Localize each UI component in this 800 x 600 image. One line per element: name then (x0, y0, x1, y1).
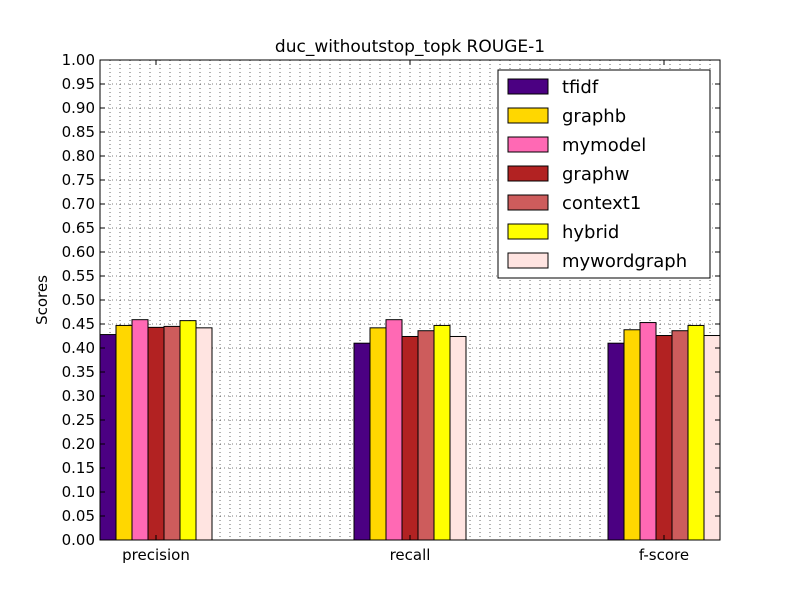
y-tick-label: 0.70 (62, 195, 95, 213)
y-tick-label: 0.10 (62, 483, 95, 501)
legend-swatch-tfidf (507, 78, 549, 95)
y-tick-label: 0.60 (62, 243, 95, 261)
y-axis-label: Scores (33, 275, 51, 325)
bar-graphw-recall (401, 335, 419, 541)
y-tick-label: 0.90 (62, 99, 95, 117)
bar-graphb-recall (369, 327, 387, 541)
bar-hybrid-f-score (687, 324, 705, 541)
bars (99, 319, 721, 541)
bar-graphb-precision (115, 324, 133, 541)
y-tick-label: 0.80 (62, 147, 95, 165)
legend-label-graphw: graphw (562, 164, 629, 185)
bar-context1-precision (163, 325, 181, 541)
ticks: 0.00 0.05 0.10 0.15 0.20 0.25 0.30 0.35 0.40 0.45… (62, 51, 720, 564)
bar-tfidf-f-score (607, 342, 625, 541)
chart-title: duc_withoutstop_topk ROUGE-1 (275, 37, 545, 57)
legend-swatch-hybrid (507, 223, 549, 240)
y-tick-label: 0.35 (62, 363, 95, 381)
bar-mymodel-precision (131, 319, 149, 541)
y-tick-label: 0.65 (62, 219, 95, 237)
y-tick-label: 1.00 (62, 51, 95, 69)
bar-mywordgraph-precision (195, 327, 213, 541)
bar-mywordgraph-recall (449, 335, 467, 541)
bar-tfidf-precision (99, 334, 117, 541)
bar-context1-f-score (671, 330, 689, 541)
legend: tfidf graphb mymodel graphw context1 hybrid my… (497, 69, 711, 279)
y-tick-label: 0.05 (62, 507, 95, 525)
y-tick-label: 0.95 (62, 75, 95, 93)
bar-graphw-precision (147, 326, 165, 541)
legend-label-context1: context1 (562, 193, 641, 214)
bar-graphb-f-score (623, 329, 641, 541)
legend-label-mymodel: mymodel (562, 135, 646, 156)
bar-mymodel-f-score (639, 322, 657, 541)
legend-label-tfidf: tfidf (562, 77, 599, 98)
legend-label-hybrid: hybrid (562, 222, 619, 243)
y-tick-label: 0.85 (62, 123, 95, 141)
legend-label-mywordgraph: mywordgraph (562, 251, 687, 272)
x-tick-label-precision: precision (122, 546, 190, 564)
y-tick-label: 0.20 (62, 435, 95, 453)
bar-context1-recall (417, 330, 435, 541)
bar-hybrid-precision (179, 320, 197, 541)
legend-swatch-context1 (507, 194, 549, 211)
legend-swatch-graphw (507, 165, 549, 182)
y-tick-label: 0.50 (62, 291, 95, 309)
y-tick-label: 0.45 (62, 315, 95, 333)
x-tick-label-recall: recall (390, 546, 431, 564)
y-tick-label: 0.30 (62, 387, 95, 405)
bar-graphw-f-score (655, 335, 673, 541)
legend-swatch-graphb (507, 107, 549, 124)
bar-tfidf-recall (353, 342, 371, 541)
bar-mywordgraph-f-score (703, 335, 721, 541)
y-tick-label: 0.15 (62, 459, 95, 477)
legend-swatch-mymodel (507, 136, 549, 153)
y-tick-label: 0.75 (62, 171, 95, 189)
bar-mymodel-recall (385, 319, 403, 541)
bar-hybrid-recall (433, 324, 451, 541)
y-tick-label: 0.00 (62, 531, 95, 549)
x-tick-label-f-score: f-score (639, 546, 689, 564)
y-tick-label: 0.40 (62, 339, 95, 357)
legend-swatch-mywordgraph (507, 252, 549, 269)
y-tick-label: 0.25 (62, 411, 95, 429)
y-tick-label: 0.55 (62, 267, 95, 285)
legend-label-graphb: graphb (562, 106, 626, 127)
